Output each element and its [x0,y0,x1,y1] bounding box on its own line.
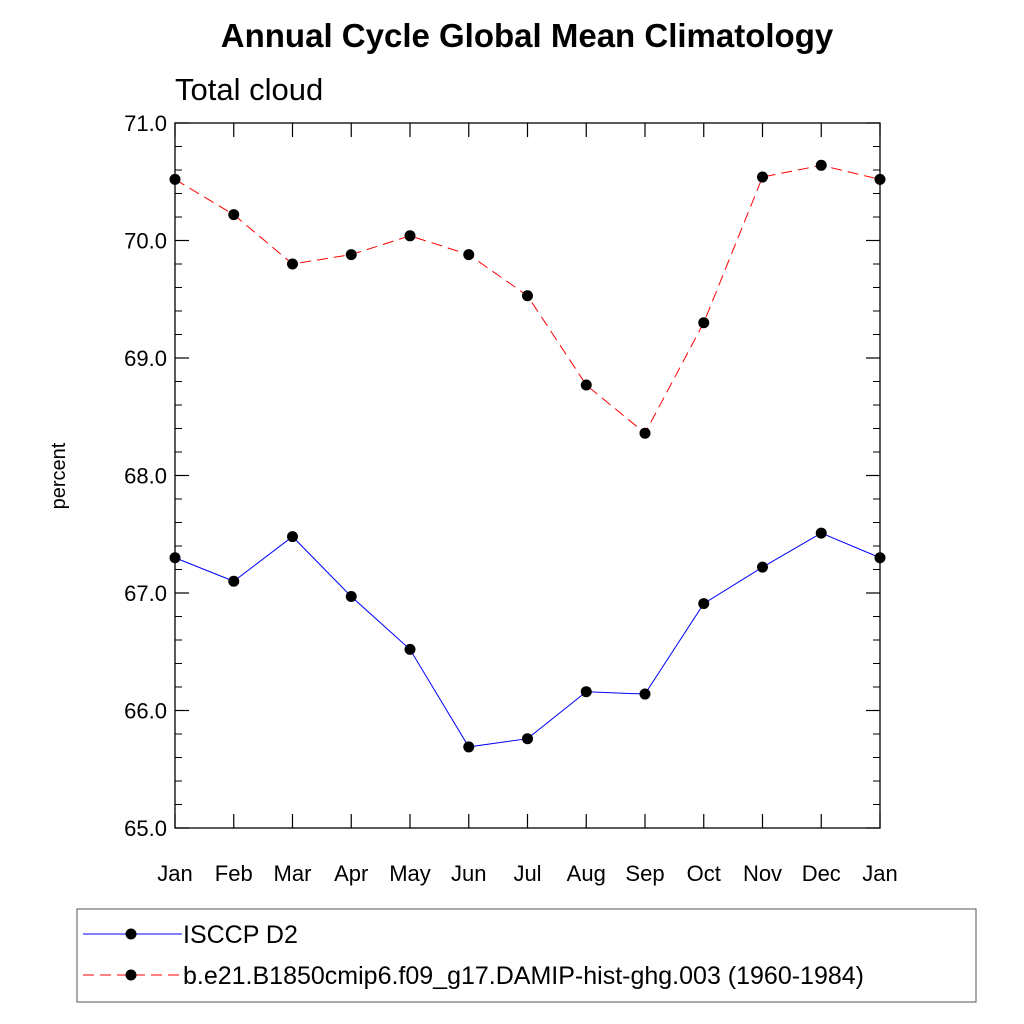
legend-label-2: b.e21.B1850cmip6.f09_g17.DAMIP-hist-ghg.… [183,962,864,990]
data-point [580,686,592,698]
y-tick-label: 66.0 [124,699,167,724]
series-layer [169,159,886,753]
data-point [815,527,827,539]
x-tick-label: Dec [802,861,841,886]
x-tick-label: Mar [274,861,312,886]
data-point [345,591,357,603]
data-point [228,209,240,221]
chart-title: Annual Cycle Global Mean Climatology [221,17,834,54]
data-point [698,598,710,610]
legend-marker [125,969,137,981]
data-point [287,258,298,270]
y-tick-label: 69.0 [124,346,167,371]
data-point [815,159,827,171]
data-point [463,741,475,753]
legend: ISCCP D2 b.e21.B1850cmip6.f09_g17.DAMIP-h… [76,908,977,1003]
data-point [228,575,240,587]
x-tick-label: Apr [334,861,368,886]
legend-label-1: ISCCP D2 [183,921,298,949]
x-tick-label: Jul [513,861,541,886]
x-tick-label: Aug [567,861,606,886]
x-tick-label: Jun [451,861,486,886]
y-tick-label: 67.0 [124,581,167,606]
data-point [287,531,298,543]
legend-marker [125,928,137,940]
y-tick-label: 70.0 [124,229,167,254]
data-point [874,173,886,185]
x-tick-label: Jan [157,861,192,886]
series-line-1 [174,532,881,748]
data-point [757,561,768,573]
data-point [757,171,768,183]
data-point [522,733,533,745]
data-point [169,173,181,185]
plot-frame [174,122,881,829]
x-tick-label: Oct [687,861,721,886]
data-point [404,230,416,242]
data-point [698,317,710,329]
data-point [874,552,886,564]
data-point [345,249,357,261]
legend-box [76,908,977,1003]
chart-subtitle: Total cloud [175,72,323,107]
data-point [463,249,475,261]
axes: 65.0 66.0 67.0 68.0 69.0 70.0 71.0 Jan Feb Mar Apr… [124,111,898,886]
x-tick-label: Sep [625,861,664,886]
x-tick-label: Feb [215,861,253,886]
data-point [580,379,592,391]
data-point [169,552,181,564]
x-tick-label: Nov [743,861,782,886]
y-tick-label: 68.0 [124,464,167,489]
y-tick-label: 71.0 [124,111,167,136]
data-point [404,643,416,655]
x-tick-label: May [389,861,431,886]
y-axis-label: percent [48,442,70,509]
data-point [639,427,651,439]
y-tick-label: 65.0 [124,816,167,841]
data-point [639,688,651,700]
x-tick-label: Jan [862,861,897,886]
data-point [522,290,533,302]
